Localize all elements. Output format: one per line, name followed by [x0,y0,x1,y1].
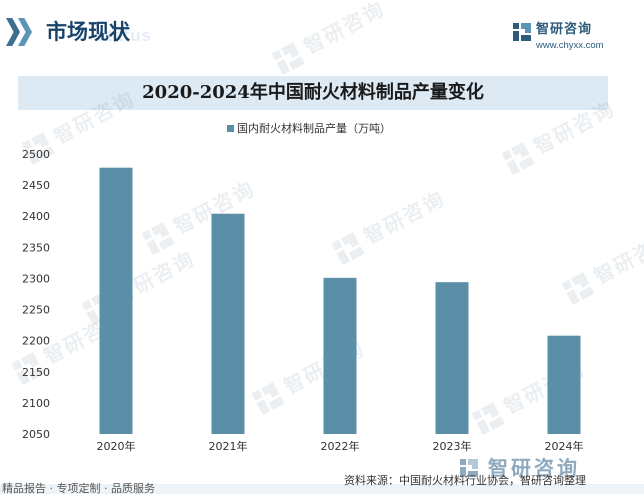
brand-logo-icon [513,23,531,41]
page-footer: 精品报告 · 专项定制 · 品质服务 智研咨询 资料来源：中国耐火材料行业协会，… [0,456,644,494]
page-header: status 市场现状 智研咨询 www.chyxx.com [0,0,644,64]
y-tick-label: 2250 [22,304,50,317]
brand-name: 智研咨询 [536,22,593,37]
footer-logo-icon [460,459,478,477]
bar [547,335,581,434]
legend-swatch [227,125,234,132]
y-tick-label: 2150 [22,366,50,379]
footer-tagline: 精品报告 · 专项定制 · 品质服务 [2,482,155,494]
y-tick-label: 2350 [22,241,50,254]
y-tick-label: 2500 [22,148,50,161]
legend-label: 国内耐火材料制品产量（万吨） [237,121,391,135]
y-tick-label: 2200 [22,335,50,348]
chart-title-bar: 2020-2024年中国耐火材料制品产量变化 [18,76,608,110]
x-tick-label: 2022年 [321,439,360,453]
y-tick-label: 2050 [22,428,50,441]
x-axis: 2020年 2021年 2022年 2023年 2024年 [97,439,584,453]
bar [435,282,469,434]
footer-band [0,484,644,494]
data-source: 资料来源：中国耐火材料行业协会，智研咨询整理 [344,474,586,487]
bar-series [99,167,581,434]
legend: 国内耐火材料制品产量（万吨） [227,121,391,135]
bar [99,167,133,434]
chart-title: 2020-2024年中国耐火材料制品产量变化 [142,82,484,103]
x-tick-label: 2024年 [545,439,584,453]
y-tick-label: 2300 [22,272,50,285]
y-tick-label: 2450 [22,179,50,192]
brand-url: www.chyxx.com [536,40,604,51]
y-axis: 2050 2100 2150 2200 2250 2300 2350 2400 2450 2500 [22,148,50,441]
x-tick-label: 2023年 [433,439,472,453]
bar [211,213,245,434]
y-tick-label: 2400 [22,210,50,223]
header-ghost-text: status [96,26,153,45]
x-tick-label: 2020年 [97,439,136,453]
x-tick-label: 2021年 [209,439,248,453]
footer-brand: 智研咨询 [458,456,618,480]
chevron-right-icon [6,18,42,46]
bar [323,277,357,434]
brand-logo-block: 智研咨询 www.chyxx.com [512,20,632,54]
bar-chart: 国内耐火材料制品产量（万吨） 2050210021502200225023002… [22,121,584,453]
section-title: 市场现状 [46,20,130,44]
footer-brand-name: 智研咨询 [488,456,580,480]
y-tick-label: 2100 [22,397,50,410]
